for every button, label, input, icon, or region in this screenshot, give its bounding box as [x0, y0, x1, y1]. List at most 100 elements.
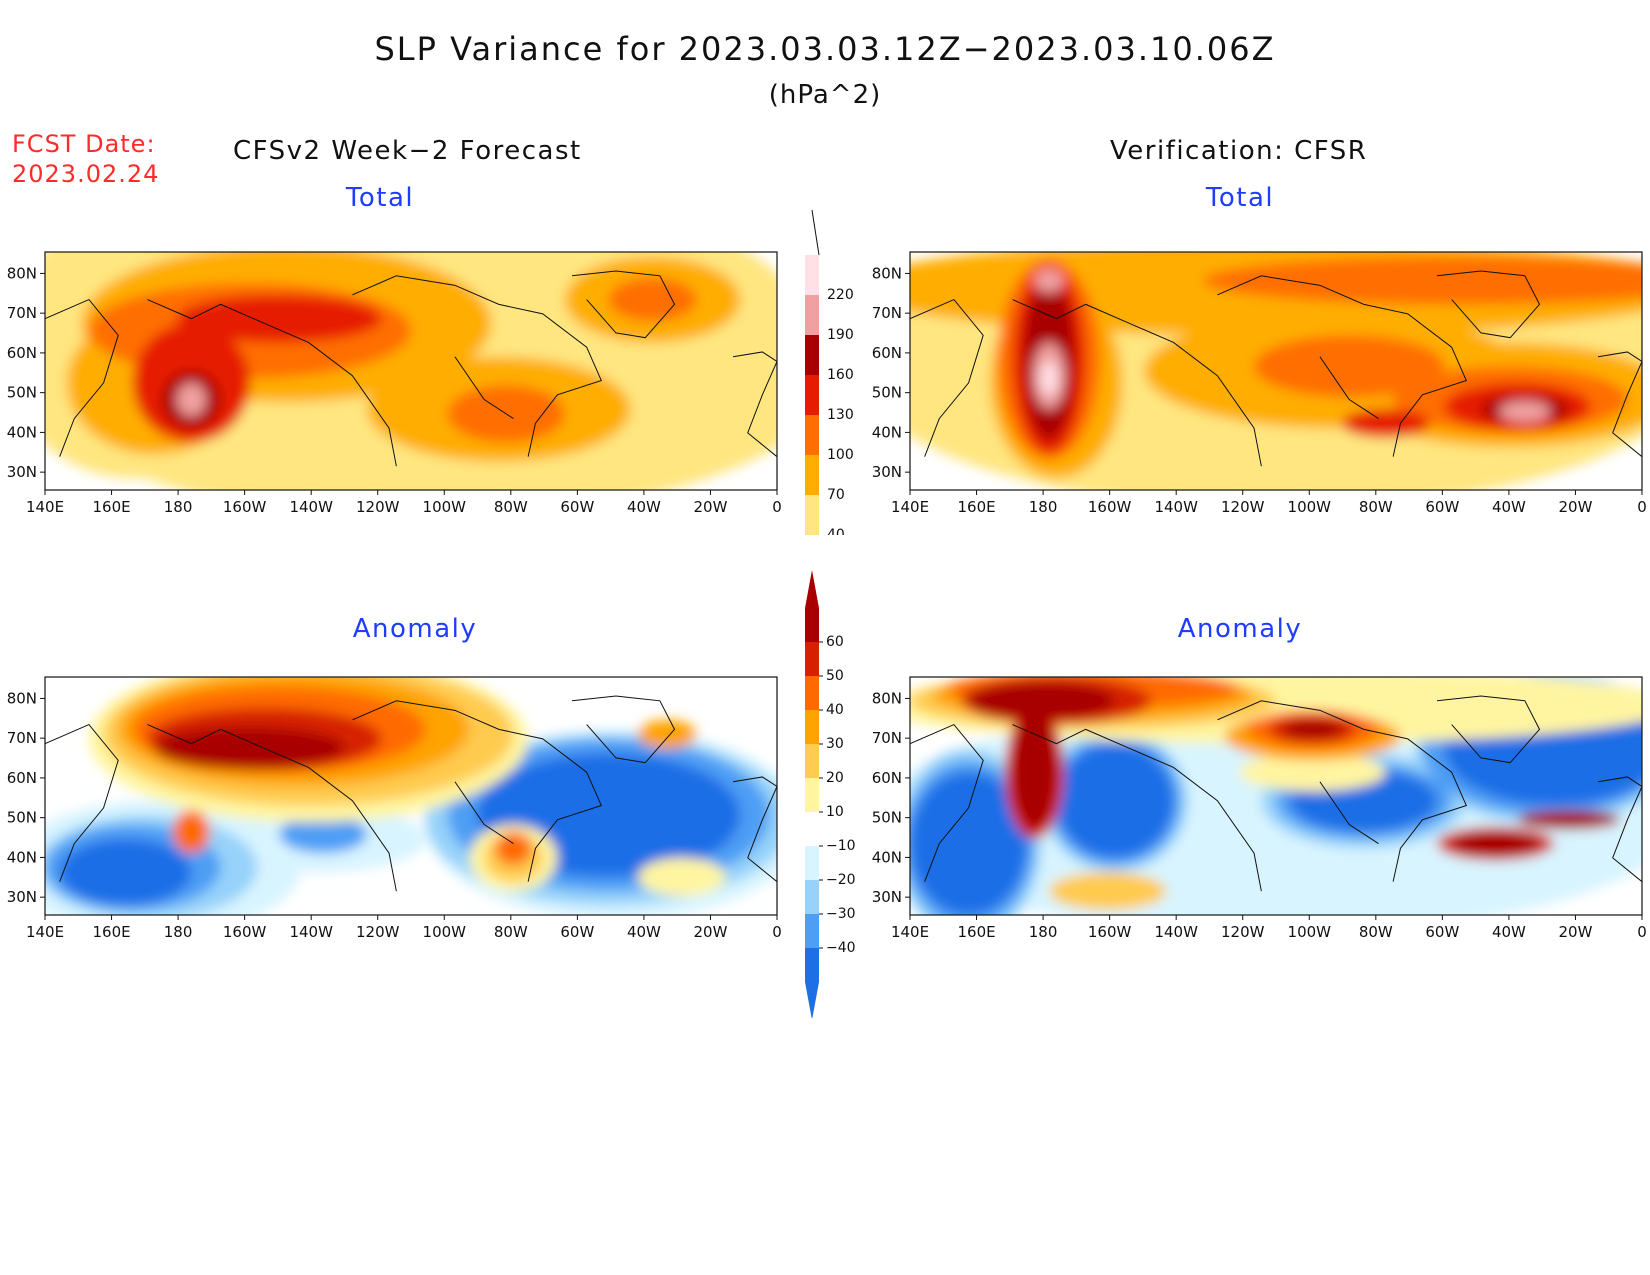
contour-region — [154, 726, 346, 770]
lon-tick-label: 20W — [693, 923, 727, 941]
contour-region — [1254, 335, 1445, 398]
lon-tick-label: 20W — [1558, 923, 1592, 941]
contour-region — [1517, 810, 1621, 830]
colorbar-label: 60 — [826, 634, 844, 650]
colorbar-label: −30 — [826, 906, 856, 922]
contour-region — [1202, 256, 1642, 305]
lat-tick-label: 70N — [7, 304, 37, 322]
fcst-date-value: 2023.02.24 — [12, 160, 160, 188]
lon-tick-label: 160W — [1088, 498, 1132, 516]
lat-tick-label: 30N — [7, 463, 37, 481]
map-frame — [909, 676, 1643, 916]
verification-header: Verification: CFSR — [1110, 136, 1368, 166]
contour-region — [1012, 705, 1057, 830]
contour-region — [968, 681, 1115, 720]
lat-tick-label: 30N — [872, 888, 902, 906]
colorbar-swatch — [805, 608, 819, 642]
coastline — [1217, 275, 1468, 457]
lon-tick-label: 20W — [1558, 498, 1592, 516]
lon-tick-label: 140W — [1154, 498, 1198, 516]
lat-tick-label: 40N — [7, 423, 37, 441]
lon-tick-label: 120W — [356, 923, 400, 941]
colorbar-label: −10 — [826, 838, 856, 854]
lon-tick-label: 80W — [494, 923, 528, 941]
colorbar-swatch — [805, 676, 819, 710]
coastline — [910, 298, 984, 457]
coastline — [454, 781, 514, 845]
lon-tick-label: 140E — [891, 498, 929, 516]
colorbar-label: −20 — [826, 872, 856, 888]
forecast-header: CFSv2 Week−2 Forecast — [233, 136, 582, 166]
colorbar-swatch — [805, 812, 819, 846]
lon-tick-label: 120W — [356, 498, 400, 516]
colorbar-label: 70 — [827, 487, 845, 503]
lon-tick-label: 160E — [92, 498, 130, 516]
lon-tick-label: 60W — [560, 498, 594, 516]
lon-tick-label: 0 — [772, 923, 782, 941]
coastline — [571, 695, 676, 764]
lon-tick-label: 20W — [693, 498, 727, 516]
lon-tick-label: 160W — [223, 498, 267, 516]
contour-region — [637, 857, 726, 896]
coastline — [1436, 695, 1541, 764]
lat-tick-label: 30N — [872, 463, 902, 481]
colorbar-label: 30 — [826, 736, 844, 752]
lon-tick-label: 60W — [1425, 923, 1459, 941]
contour-region — [1499, 400, 1551, 423]
lon-tick-label: 0 — [1637, 923, 1647, 941]
lat-tick-label: 40N — [872, 423, 902, 441]
verification-anomaly-map: 140E 160E 180 160W 140W 120W 100W 80W 60W 40W 20W 0… — [872, 676, 1647, 941]
contour-region — [1034, 268, 1064, 293]
fcst-date-label: FCST Date: — [12, 130, 156, 158]
lon-tick-label: 140E — [891, 923, 929, 941]
lat-tick-label: 40N — [7, 848, 37, 866]
anomaly-colorbar: 60 50 40 30 20 10 −10 −20 −30 −40 — [805, 570, 856, 1018]
lon-tick-label: 100W — [423, 923, 467, 941]
coastline — [352, 275, 603, 457]
lat-tick-label: 50N — [7, 384, 37, 402]
contour-region — [1341, 409, 1430, 438]
lat-tick-label: 50N — [872, 384, 902, 402]
coastline — [1319, 356, 1379, 420]
lon-tick-label: 80W — [1359, 498, 1393, 516]
lat-tick-label: 40N — [872, 848, 902, 866]
colorbar-swatch — [805, 846, 819, 880]
contour-region — [1049, 872, 1167, 911]
colorbar-label: 20 — [826, 770, 844, 786]
coastline — [45, 723, 119, 882]
contour-region — [637, 719, 697, 749]
lon-tick-label: 140W — [289, 498, 333, 516]
colorbar-label: 50 — [826, 668, 844, 684]
lon-tick-label: 60W — [560, 923, 594, 941]
lon-tick-label: 0 — [1637, 498, 1647, 516]
lon-tick-label: 140E — [26, 923, 64, 941]
lon-tick-label: 160E — [957, 498, 995, 516]
contour-region — [495, 831, 532, 866]
lon-tick-label: 180 — [1029, 923, 1058, 941]
figure-units: (hPa^2) — [768, 80, 882, 110]
coastline — [147, 299, 397, 467]
lon-tick-label: 40W — [1492, 498, 1526, 516]
lon-tick-label: 40W — [1492, 923, 1526, 941]
lon-tick-label: 120W — [1221, 923, 1265, 941]
lat-tick-label: 80N — [872, 689, 902, 707]
colorbar-swatch — [805, 255, 819, 295]
colorbar-swatch — [805, 914, 819, 948]
lon-tick-label: 80W — [494, 498, 528, 516]
lat-tick-label: 50N — [7, 809, 37, 827]
lon-tick-label: 160W — [1088, 923, 1132, 941]
map-frame — [44, 676, 778, 916]
colorbar-swatch — [805, 375, 819, 415]
colorbar-swatch — [805, 710, 819, 744]
lon-tick-label: 60W — [1425, 498, 1459, 516]
coastline — [910, 723, 984, 882]
lat-tick-label: 30N — [7, 888, 37, 906]
colorbar-arrow — [805, 570, 819, 608]
colorbar-swatch — [805, 415, 819, 455]
coastline — [1597, 776, 1642, 883]
lon-tick-label: 40W — [627, 923, 661, 941]
contour-region — [1040, 361, 1058, 395]
lon-tick-label: 160W — [223, 923, 267, 941]
lat-tick-label: 60N — [872, 769, 902, 787]
map-frame — [44, 251, 778, 491]
